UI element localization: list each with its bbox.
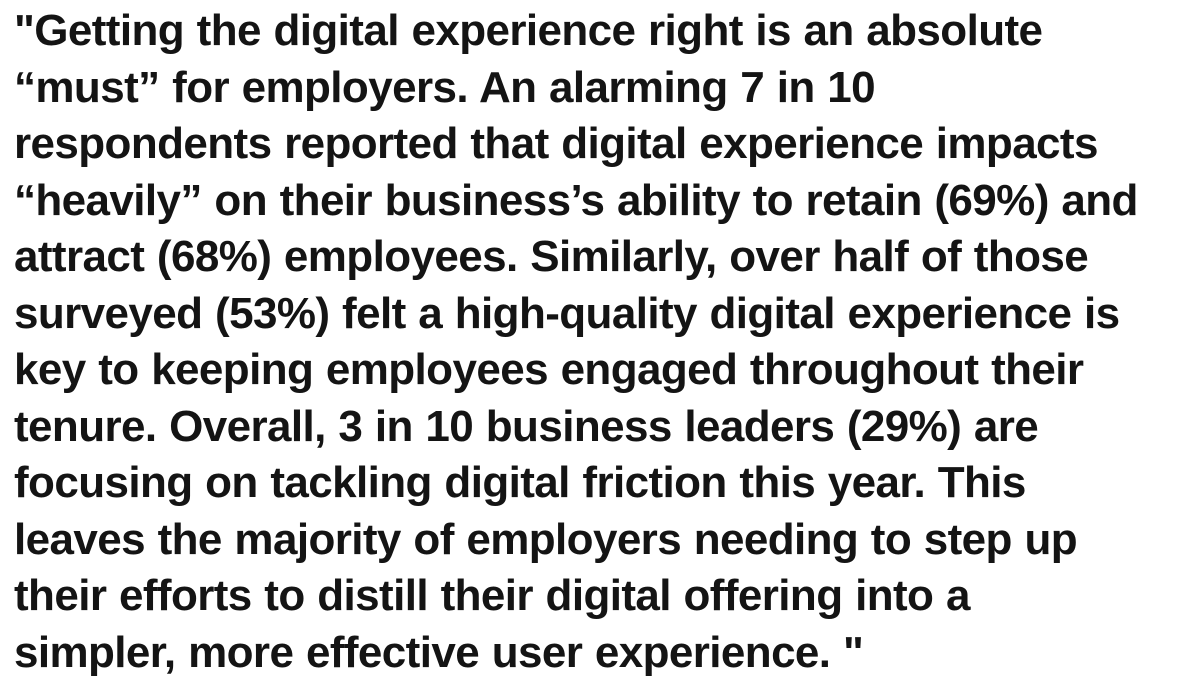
- quote-line: their efforts to distill their digital o…: [14, 571, 970, 620]
- quote-line: attract (68%) employees. Similarly, over…: [14, 232, 1089, 281]
- quote-line: “must” for employers. An alarming 7 in 1…: [14, 62, 876, 112]
- quote-line: key to keeping employees engaged through…: [14, 345, 1084, 394]
- quote-line: respondents reported that digital experi…: [14, 119, 1098, 168]
- quote-line: "Getting the digital experience right is…: [14, 6, 1043, 55]
- quote-text: "Getting the digital experience right is…: [14, 3, 1194, 681]
- quote-line: leaves the majority of employers needing…: [14, 514, 1078, 564]
- quote-line: tenure. Overall, 3 in 10 business leader…: [14, 401, 1039, 451]
- quote-line: surveyed (53%) felt a high-quality digit…: [14, 288, 1120, 338]
- quote-line: focusing on tackling digital friction th…: [14, 458, 1026, 507]
- quote-line: “heavily” on their business’s ability to…: [14, 175, 1138, 225]
- quote-line: simpler, more effective user experience.…: [14, 627, 864, 677]
